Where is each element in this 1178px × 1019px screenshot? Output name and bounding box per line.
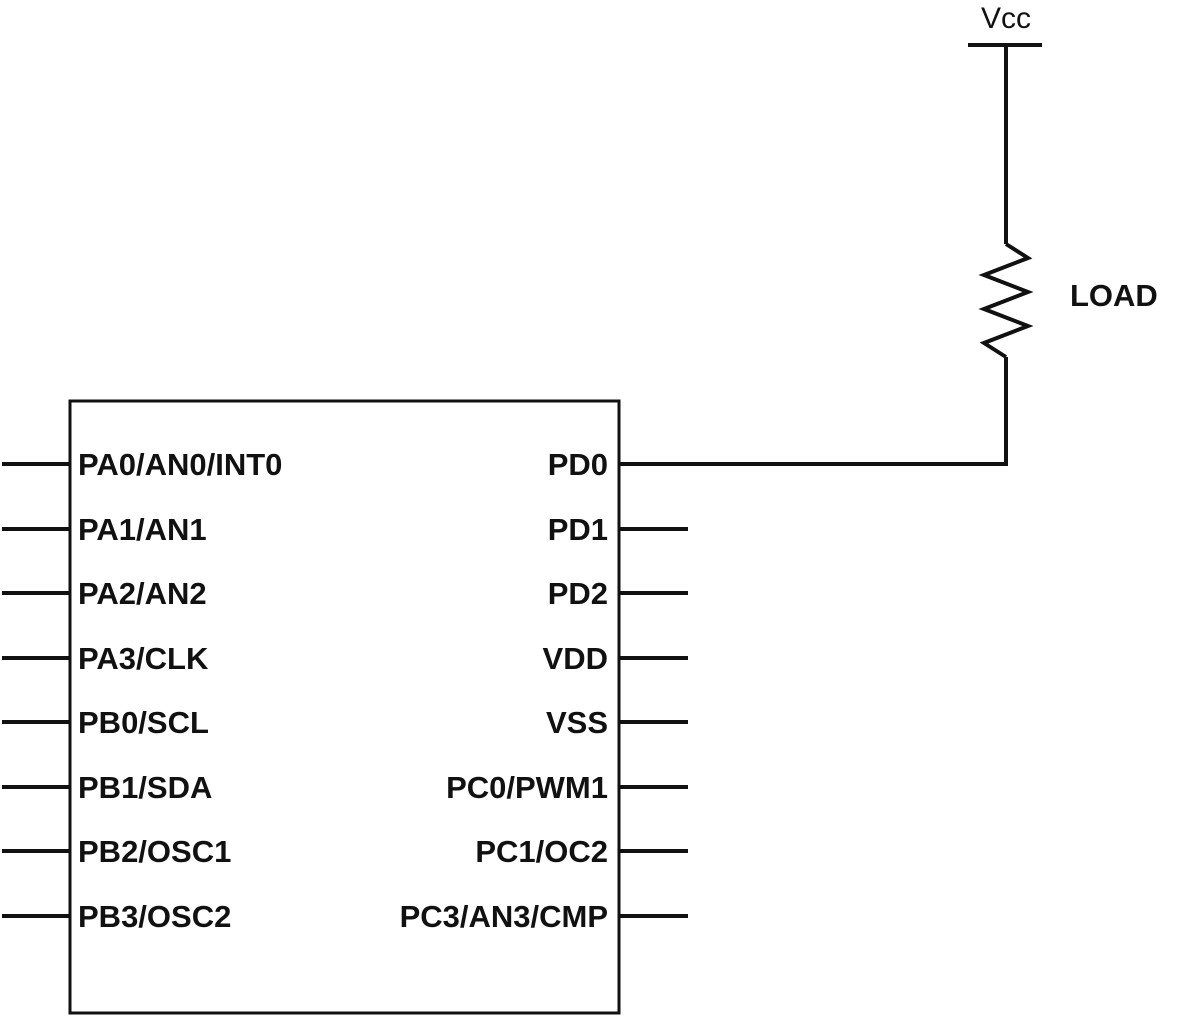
left-pin: PA3/CLK [2, 641, 209, 676]
pin-label: PC3/AN3/CMP [400, 899, 608, 934]
left-pin: PA0/AN0/INT0 [2, 447, 282, 482]
pin-label: PB1/SDA [78, 770, 212, 805]
chip-body [68, 399, 621, 1015]
pin-label: PC1/OC2 [475, 834, 608, 869]
pin-label: PD0 [548, 447, 608, 482]
pin-label: PD1 [548, 512, 608, 547]
right-pin: PD0 [548, 447, 608, 482]
right-pin-group: PD0 PD1 PD2 VDD VSS PC0/PWM1 PC1/OC2 PC3/AN3/CM… [400, 447, 688, 934]
right-pin: PC1/OC2 [475, 834, 688, 869]
left-pin: PA2/AN2 [2, 576, 207, 611]
pin-label: VSS [546, 705, 608, 740]
resistor-zigzag [978, 242, 1034, 359]
left-pin: PB3/OSC2 [2, 899, 231, 934]
left-pin: PA1/AN1 [2, 512, 207, 547]
right-pin: PC3/AN3/CMP [400, 899, 688, 934]
pin-label: PD2 [548, 576, 608, 611]
left-pin: PB2/OSC1 [2, 834, 231, 869]
right-pin: PD1 [548, 512, 688, 547]
pin-label: PB0/SCL [78, 705, 209, 740]
right-pin: VDD [543, 641, 688, 676]
pin-label: PB2/OSC1 [78, 834, 231, 869]
left-pin: PB1/SDA [2, 770, 212, 805]
vcc-label: Vcc [981, 2, 1031, 35]
pin-label: VDD [543, 641, 608, 676]
right-pin: PD2 [548, 576, 688, 611]
wire-load-to-pd0 [617, 357, 1008, 466]
right-pin: PC0/PWM1 [446, 770, 688, 805]
pin-label: PA0/AN0/INT0 [78, 447, 282, 482]
pin-label: PA2/AN2 [78, 576, 207, 611]
load-resistor: LOAD [978, 242, 1158, 359]
pin-label: PA3/CLK [78, 641, 209, 676]
pin-label: PC0/PWM1 [446, 770, 608, 805]
right-pin: VSS [546, 705, 688, 740]
left-pin-group: PA0/AN0/INT0 PA1/AN1 PA2/AN2 PA3/CLK PB0/SCL… [2, 447, 282, 934]
load-label: LOAD [1070, 278, 1158, 313]
vcc-supply: Vcc [968, 2, 1042, 47]
left-pin: PB0/SCL [2, 705, 209, 740]
pin-label: PA1/AN1 [78, 512, 207, 547]
pin-label: PB3/OSC2 [78, 899, 231, 934]
